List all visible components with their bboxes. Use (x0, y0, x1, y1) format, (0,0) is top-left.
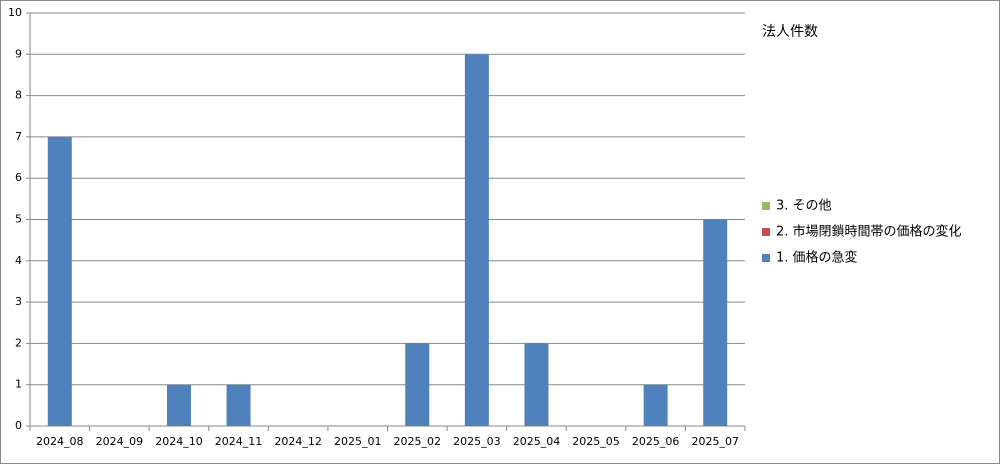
bar (47, 136, 72, 426)
bar (524, 343, 549, 426)
x-tick-label: 2025_04 (513, 435, 561, 448)
y-tick-label: 2 (15, 336, 22, 349)
y-tick-label: 3 (15, 295, 22, 308)
legend-swatch (762, 228, 770, 236)
x-tick-label: 2024_10 (155, 435, 203, 448)
legend-swatch (762, 202, 770, 210)
x-tick-label: 2024_12 (274, 435, 322, 448)
x-tick-label: 2025_03 (453, 435, 501, 448)
bar (166, 384, 191, 426)
x-tick-label: 2025_07 (691, 435, 739, 448)
y-tick-label: 7 (15, 130, 22, 143)
bar (226, 384, 251, 426)
legend-label: 3. その他 (776, 199, 832, 214)
bar (464, 54, 489, 427)
x-tick-label: 2024_11 (215, 435, 263, 448)
x-tick-label: 2024_08 (36, 435, 84, 448)
y-tick-label: 0 (15, 419, 22, 432)
legend-swatch (762, 254, 770, 262)
chart-title: 法人件数 (762, 24, 818, 40)
y-tick-label: 8 (15, 89, 22, 102)
y-tick-label: 10 (8, 6, 22, 19)
legend-label: 2. 市場閉鎖時間帯の価格の変化 (776, 224, 962, 240)
legend-label: 1. 価格の急変 (776, 250, 858, 266)
x-tick-label: 2025_01 (334, 435, 382, 448)
y-tick-label: 6 (15, 171, 22, 184)
y-tick-label: 5 (15, 213, 22, 226)
bar (405, 343, 430, 426)
x-tick-label: 2025_05 (572, 435, 620, 448)
x-tick-label: 2024_09 (96, 435, 144, 448)
x-tick-label: 2025_02 (394, 435, 442, 448)
bar (703, 219, 728, 426)
y-tick-label: 1 (15, 378, 22, 391)
y-tick-label: 9 (15, 47, 22, 60)
x-tick-label: 2025_06 (632, 435, 680, 448)
bar (643, 384, 668, 426)
y-tick-label: 4 (15, 254, 22, 267)
